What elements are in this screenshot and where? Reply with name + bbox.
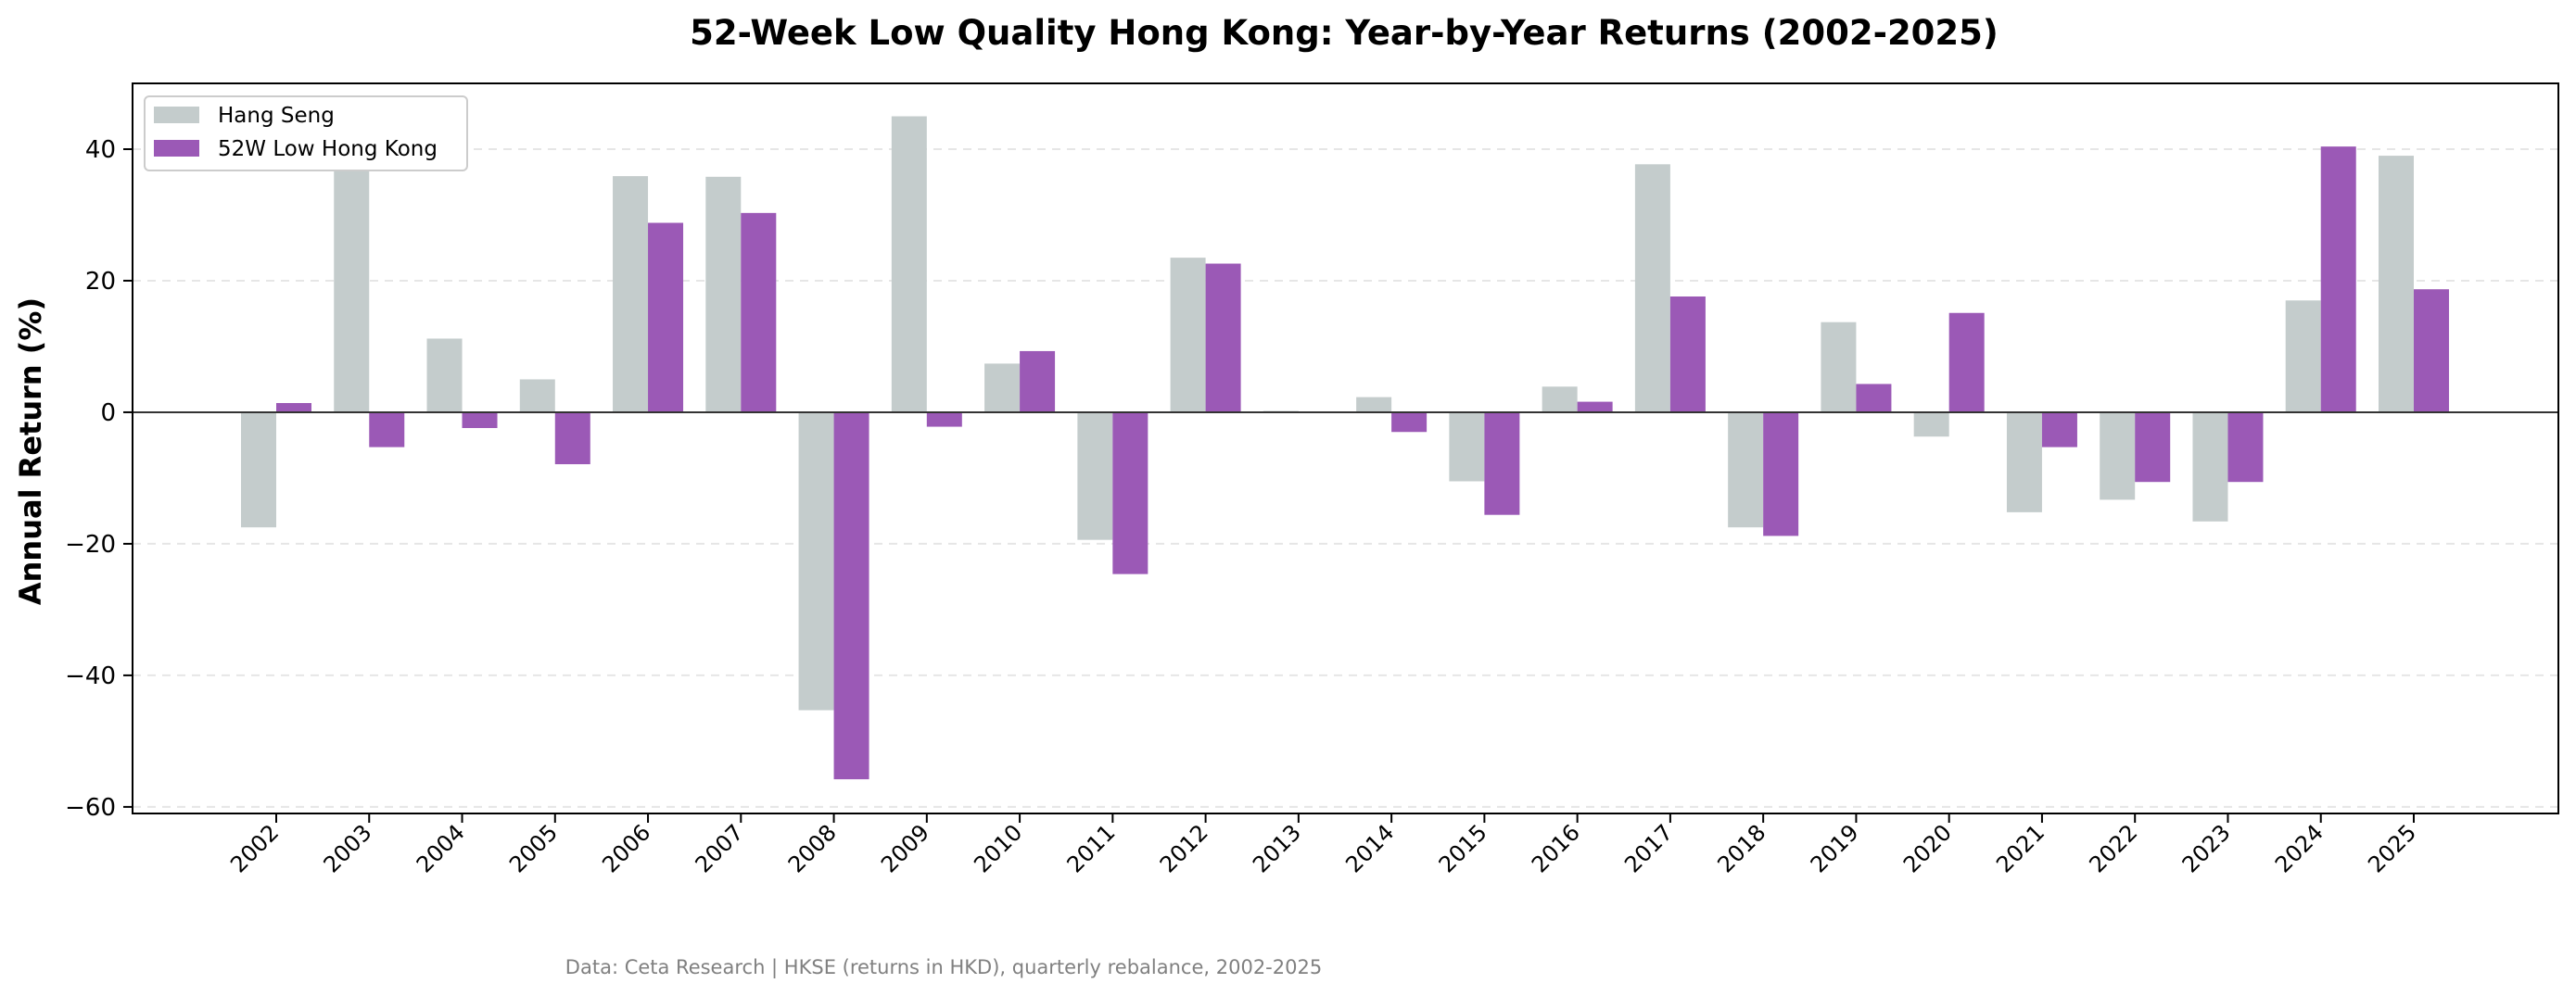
hang-seng-bar-2010 [984,363,1021,412]
hang-seng-bar-2002 [241,411,276,528]
x-tick-label-2015: 2015 [1434,819,1492,877]
x-tick-label-2002: 2002 [225,819,284,877]
x-tick-label-2005: 2005 [504,819,563,877]
52w-low-bar-2008 [833,411,869,780]
legend-label-52w-low: 52W Low Hong Kong [218,137,438,161]
hang-seng-bar-2006 [613,176,649,412]
52w-low-bar-2016 [1577,401,1613,412]
hang-seng-bar-2015 [1449,411,1485,482]
hang-seng-bar-2021 [2006,411,2042,512]
52w-low-bar-2009 [926,411,962,427]
x-tick-label-2003: 2003 [319,819,377,877]
52w-low-bar-2004 [462,411,498,428]
y-tick-label: −40 [65,662,116,690]
hang-seng-bar-2016 [1542,386,1578,412]
x-tick-label-2008: 2008 [783,819,842,877]
x-tick-label-2023: 2023 [2177,819,2236,877]
y-tick-label: 0 [100,399,116,427]
52w-low-bar-2003 [369,411,405,448]
hang-seng-bar-2011 [1077,411,1113,540]
legend: Hang Seng 52W Low Hong Kong [144,95,468,171]
x-tick-label-2011: 2011 [1062,819,1121,877]
52w-low-bar-2011 [1112,411,1148,574]
hang-seng-bar-2024 [2285,300,2321,412]
bars [241,116,2449,780]
52w-low-bar-2014 [1391,411,1428,433]
x-tick-label-2019: 2019 [1806,819,1864,877]
y-tick-label: 20 [85,268,116,296]
y-axis-label: Annual Return (%) [13,297,48,605]
52w-low-bar-2020 [1948,312,1985,412]
52w-low-bar-2021 [2041,411,2077,448]
x-tick-label-2004: 2004 [412,819,470,877]
hang-seng-bar-2005 [519,379,555,412]
x-tick-label-2018: 2018 [1712,819,1770,877]
x-tick-label-2006: 2006 [597,819,655,877]
x-tick-label-2014: 2014 [1340,819,1399,877]
x-tick-label-2021: 2021 [1991,819,2049,877]
hang-seng-bar-2018 [1728,411,1764,528]
x-tick-label-2012: 2012 [1155,819,1213,877]
footer-note: Data: Ceta Research | HKSE (returns in H… [565,956,1322,979]
hang-seng-bar-2012 [1170,258,1206,412]
legend-box [144,95,468,171]
hang-seng-bar-2009 [891,116,927,412]
chart-title: 52-Week Low Quality Hong Kong: Year-by-Y… [690,13,1999,53]
x-tick-label-2013: 2013 [1248,819,1306,877]
legend-label-hang-seng: Hang Seng [218,104,335,128]
52w-low-bar-2015 [1484,411,1520,515]
x-tick-label-2016: 2016 [1527,819,1585,877]
hang-seng-bar-2007 [705,176,742,412]
hang-seng-bar-2004 [426,338,463,412]
52w-low-bar-2006 [648,222,684,412]
52w-low-bar-2007 [741,212,777,412]
52w-low-bar-2024 [2320,146,2356,412]
52w-low-bar-2023 [2227,411,2264,483]
plot-frame [132,82,2559,814]
52w-low-bar-2025 [2413,289,2449,412]
hang-seng-bar-2023 [2192,411,2228,522]
y-tick-label: −20 [65,531,116,559]
52w-low-bar-2002 [276,403,311,412]
hang-seng-bar-2017 [1634,164,1670,412]
52w-low-bar-2012 [1205,263,1241,412]
hang-seng-bar-2003 [334,169,370,412]
52w-low-bar-2022 [2135,411,2171,483]
x-axis: 2002 2003 2004 2005 2006 2007 2008 2009 2010 2011… [225,813,2421,877]
legend-swatch-hang-seng [154,107,199,123]
52w-low-bar-2017 [1669,296,1706,412]
x-tick-label-2017: 2017 [1619,819,1678,877]
52w-low-bar-2005 [554,411,590,465]
x-tick-label-2020: 2020 [1898,819,1957,877]
x-tick-label-2025: 2025 [2363,819,2421,877]
x-tick-label-2007: 2007 [691,819,749,877]
x-tick-label-2022: 2022 [2084,819,2142,877]
hang-seng-bar-2022 [2100,411,2136,500]
y-axis: −60 −40 −20 0 20 40 [65,136,133,822]
hang-seng-bar-2008 [798,411,834,711]
y-tick-label: −60 [65,794,116,822]
y-tick-label: 40 [85,136,116,164]
hang-seng-bar-2025 [2378,156,2414,412]
x-tick-label-2010: 2010 [969,819,1027,877]
hang-seng-bar-2020 [1913,411,1949,437]
52w-low-bar-2018 [1763,411,1799,536]
hang-seng-bar-2014 [1356,397,1392,412]
52w-low-bar-2010 [1020,350,1056,412]
x-tick-label-2024: 2024 [2270,819,2329,877]
x-tick-label-2009: 2009 [876,819,934,877]
52w-low-bar-2019 [1856,384,1892,412]
legend-swatch-52w-low [154,140,199,157]
hang-seng-bar-2019 [1821,321,1857,412]
